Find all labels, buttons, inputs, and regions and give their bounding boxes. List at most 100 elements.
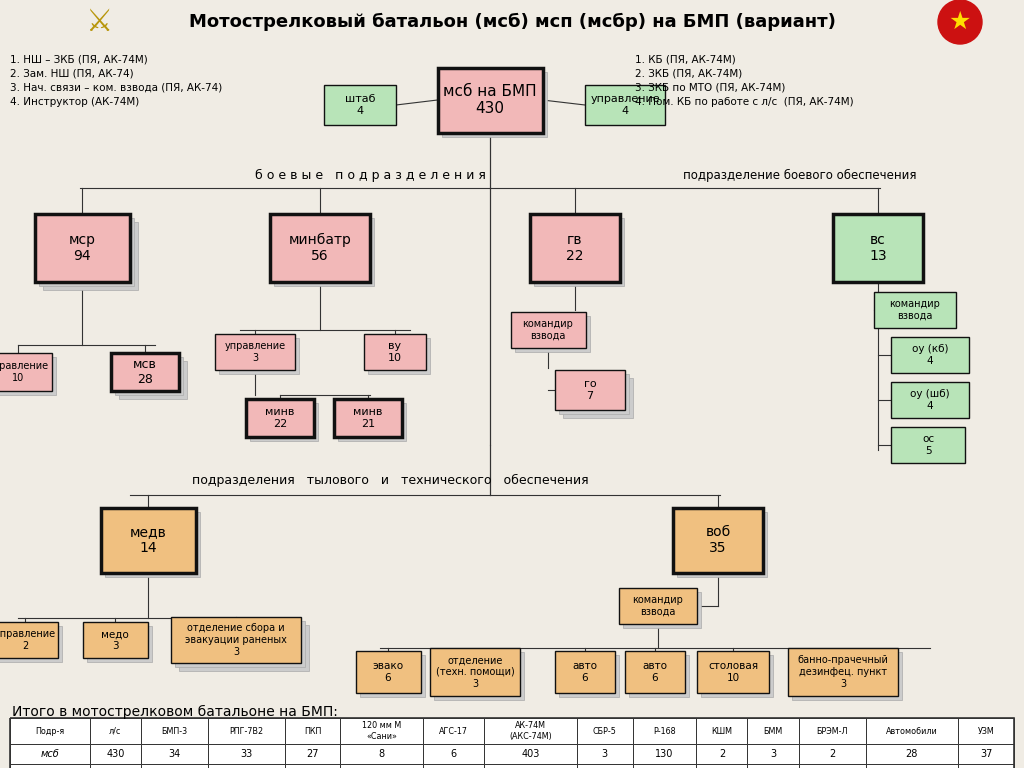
Circle shape [938, 0, 982, 44]
FancyBboxPatch shape [39, 218, 133, 286]
FancyBboxPatch shape [430, 648, 520, 696]
FancyBboxPatch shape [90, 718, 141, 744]
Text: ПКП: ПКП [304, 727, 322, 736]
FancyBboxPatch shape [865, 764, 958, 768]
FancyBboxPatch shape [484, 764, 577, 768]
FancyBboxPatch shape [141, 764, 208, 768]
Text: БРЭМ-Л: БРЭМ-Л [816, 727, 848, 736]
FancyBboxPatch shape [208, 718, 285, 744]
Text: 130: 130 [655, 749, 674, 759]
FancyBboxPatch shape [788, 648, 898, 696]
FancyBboxPatch shape [141, 744, 208, 764]
FancyBboxPatch shape [285, 764, 340, 768]
Text: БМП-3: БМП-3 [162, 727, 187, 736]
FancyBboxPatch shape [434, 652, 524, 700]
FancyBboxPatch shape [208, 764, 285, 768]
FancyBboxPatch shape [35, 214, 129, 282]
Text: подразделения   тылового   и   технического   обеспечения: подразделения тылового и технического об… [191, 473, 589, 487]
Text: 3. ЗКБ по МТО (ПЯ, АК-74М): 3. ЗКБ по МТО (ПЯ, АК-74М) [635, 83, 785, 93]
FancyBboxPatch shape [792, 652, 902, 700]
Text: УЗМ: УЗМ [978, 727, 994, 736]
Text: 4. Пом. КБ по работе с л/с  (ПЯ, АК-74М): 4. Пом. КБ по работе с л/с (ПЯ, АК-74М) [635, 97, 854, 107]
Text: отделение сбора и
эвакуации раненых
3: отделение сбора и эвакуации раненых 3 [185, 624, 287, 657]
FancyBboxPatch shape [701, 655, 773, 697]
FancyBboxPatch shape [179, 625, 309, 671]
FancyBboxPatch shape [274, 218, 374, 286]
Text: отделение
(техн. помощи)
3: отделение (техн. помощи) 3 [435, 655, 514, 689]
FancyBboxPatch shape [484, 718, 577, 744]
FancyBboxPatch shape [175, 621, 305, 667]
FancyBboxPatch shape [100, 508, 196, 572]
Text: Мотострелковый батальон (мсб) мсп (мсбр) на БМП (вариант): Мотострелковый батальон (мсб) мсп (мсбр)… [188, 13, 836, 31]
FancyBboxPatch shape [423, 718, 484, 744]
FancyBboxPatch shape [559, 374, 629, 414]
FancyBboxPatch shape [633, 764, 696, 768]
FancyBboxPatch shape [891, 382, 969, 418]
Text: СБР-5: СБР-5 [593, 727, 616, 736]
Text: управление
10: управление 10 [0, 361, 48, 382]
FancyBboxPatch shape [340, 718, 423, 744]
Text: мсб: мсб [41, 749, 59, 759]
Text: л/с: л/с [110, 727, 122, 736]
Text: мср
94: мср 94 [69, 233, 95, 263]
FancyBboxPatch shape [748, 744, 799, 764]
FancyBboxPatch shape [423, 764, 484, 768]
Text: авто
6: авто 6 [572, 661, 597, 683]
FancyBboxPatch shape [563, 378, 633, 418]
FancyBboxPatch shape [958, 764, 1014, 768]
Text: командир
взвода: командир взвода [522, 319, 573, 341]
FancyBboxPatch shape [0, 626, 61, 662]
FancyBboxPatch shape [43, 222, 137, 290]
FancyBboxPatch shape [625, 651, 685, 693]
Text: Итого в мотострелковом батальоне на БМП:: Итого в мотострелковом батальоне на БМП: [12, 705, 338, 719]
FancyBboxPatch shape [437, 68, 543, 133]
FancyBboxPatch shape [799, 764, 865, 768]
Text: медо
3: медо 3 [101, 629, 129, 650]
FancyBboxPatch shape [355, 651, 421, 693]
FancyBboxPatch shape [90, 744, 141, 764]
FancyBboxPatch shape [799, 744, 865, 764]
Text: оу (кб)
4: оу (кб) 4 [911, 344, 948, 366]
Text: командир
взвода: командир взвода [633, 595, 683, 617]
Text: 3: 3 [601, 749, 607, 759]
FancyBboxPatch shape [511, 312, 586, 348]
Text: РПГ-7В2: РПГ-7В2 [229, 727, 263, 736]
Text: АК-74М
(АКС-74М): АК-74М (АКС-74М) [509, 721, 552, 740]
FancyBboxPatch shape [338, 403, 406, 441]
Text: 3: 3 [770, 749, 776, 759]
FancyBboxPatch shape [891, 427, 965, 463]
FancyBboxPatch shape [141, 718, 208, 744]
FancyBboxPatch shape [368, 338, 430, 374]
Text: 1. КБ (ПЯ, АК-74М): 1. КБ (ПЯ, АК-74М) [635, 55, 736, 65]
FancyBboxPatch shape [119, 361, 187, 399]
Text: гв
22: гв 22 [566, 233, 584, 263]
FancyBboxPatch shape [340, 764, 423, 768]
Text: подразделение боевого обеспечения: подразделение боевого обеспечения [683, 168, 916, 181]
FancyBboxPatch shape [10, 744, 90, 764]
Text: банно-прачечный
дезинфец. пункт
3: банно-прачечный дезинфец. пункт 3 [798, 655, 889, 689]
FancyBboxPatch shape [83, 622, 147, 658]
FancyBboxPatch shape [577, 764, 633, 768]
FancyBboxPatch shape [104, 511, 200, 577]
FancyBboxPatch shape [324, 85, 396, 125]
FancyBboxPatch shape [171, 617, 301, 663]
FancyBboxPatch shape [359, 655, 425, 697]
Text: 6: 6 [451, 749, 457, 759]
Text: АГС-17: АГС-17 [439, 727, 468, 736]
FancyBboxPatch shape [555, 370, 625, 410]
Text: 2: 2 [828, 749, 836, 759]
FancyBboxPatch shape [250, 403, 318, 441]
Text: управление
3: управление 3 [224, 341, 286, 362]
Text: 120 мм М
«Сани»: 120 мм М «Сани» [362, 721, 401, 740]
FancyBboxPatch shape [748, 764, 799, 768]
FancyBboxPatch shape [484, 744, 577, 764]
FancyBboxPatch shape [0, 353, 52, 391]
Text: Подр-я: Подр-я [35, 727, 65, 736]
FancyBboxPatch shape [577, 744, 633, 764]
Text: ⚔: ⚔ [86, 8, 114, 37]
FancyBboxPatch shape [677, 511, 767, 577]
Text: 430: 430 [106, 749, 125, 759]
Text: столовая
10: столовая 10 [708, 661, 758, 683]
Text: б о е в ы е   п о д р а з д е л е н и я: б о е в ы е п о д р а з д е л е н и я [255, 168, 485, 181]
Text: 8: 8 [379, 749, 385, 759]
